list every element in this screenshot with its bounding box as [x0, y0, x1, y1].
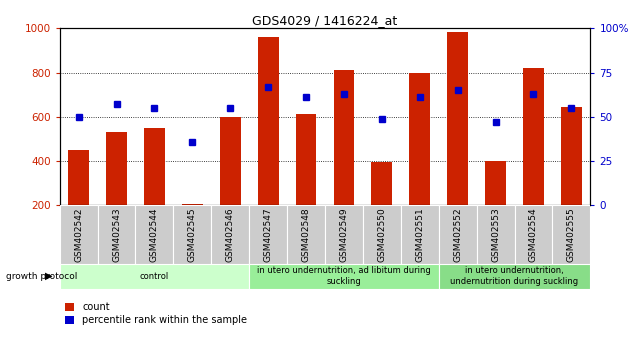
Bar [447, 32, 468, 205]
Text: GSM402542: GSM402542 [74, 207, 83, 262]
Bar [60, 205, 97, 264]
Text: GSM402547: GSM402547 [264, 207, 273, 262]
Bar [523, 68, 544, 205]
Bar [182, 204, 203, 205]
Bar [401, 205, 439, 264]
Bar [173, 205, 211, 264]
Bar [287, 205, 325, 264]
Bar [409, 73, 430, 205]
Text: GSM402555: GSM402555 [567, 207, 576, 262]
Bar [211, 205, 249, 264]
Bar [68, 150, 89, 205]
Text: ▶: ▶ [45, 271, 52, 281]
Bar [477, 205, 514, 264]
Bar [485, 161, 506, 205]
Text: GSM402551: GSM402551 [415, 207, 425, 262]
Text: GSM402544: GSM402544 [150, 207, 159, 262]
Text: in utero undernutrition,
undernutrition during suckling: in utero undernutrition, undernutrition … [450, 267, 578, 286]
Bar [363, 205, 401, 264]
Bar [514, 205, 553, 264]
Bar [296, 114, 317, 205]
Bar [106, 132, 127, 205]
Bar [439, 264, 590, 289]
Text: GSM402549: GSM402549 [340, 207, 349, 262]
Bar [439, 205, 477, 264]
Text: control: control [140, 272, 169, 281]
Bar [371, 162, 392, 205]
Text: GSM402543: GSM402543 [112, 207, 121, 262]
Bar [333, 70, 354, 205]
Bar [325, 205, 363, 264]
Legend: count, percentile rank within the sample: count, percentile rank within the sample [65, 302, 247, 325]
Text: GSM402554: GSM402554 [529, 207, 538, 262]
Bar [561, 107, 582, 205]
Bar [60, 264, 249, 289]
Text: GSM402546: GSM402546 [225, 207, 235, 262]
Text: GSM402548: GSM402548 [301, 207, 310, 262]
Bar [97, 205, 136, 264]
Text: in utero undernutrition, ad libitum during
suckling: in utero undernutrition, ad libitum duri… [257, 267, 431, 286]
Bar [249, 264, 439, 289]
Text: GSM402550: GSM402550 [377, 207, 386, 262]
Text: GSM402553: GSM402553 [491, 207, 500, 262]
Text: GSM402552: GSM402552 [453, 207, 462, 262]
Bar [249, 205, 287, 264]
Bar [144, 128, 165, 205]
Title: GDS4029 / 1416224_at: GDS4029 / 1416224_at [252, 14, 398, 27]
Bar [136, 205, 173, 264]
Text: GSM402545: GSM402545 [188, 207, 197, 262]
Text: growth protocol: growth protocol [6, 272, 78, 281]
Bar [553, 205, 590, 264]
Bar [257, 37, 279, 205]
Bar [220, 117, 241, 205]
